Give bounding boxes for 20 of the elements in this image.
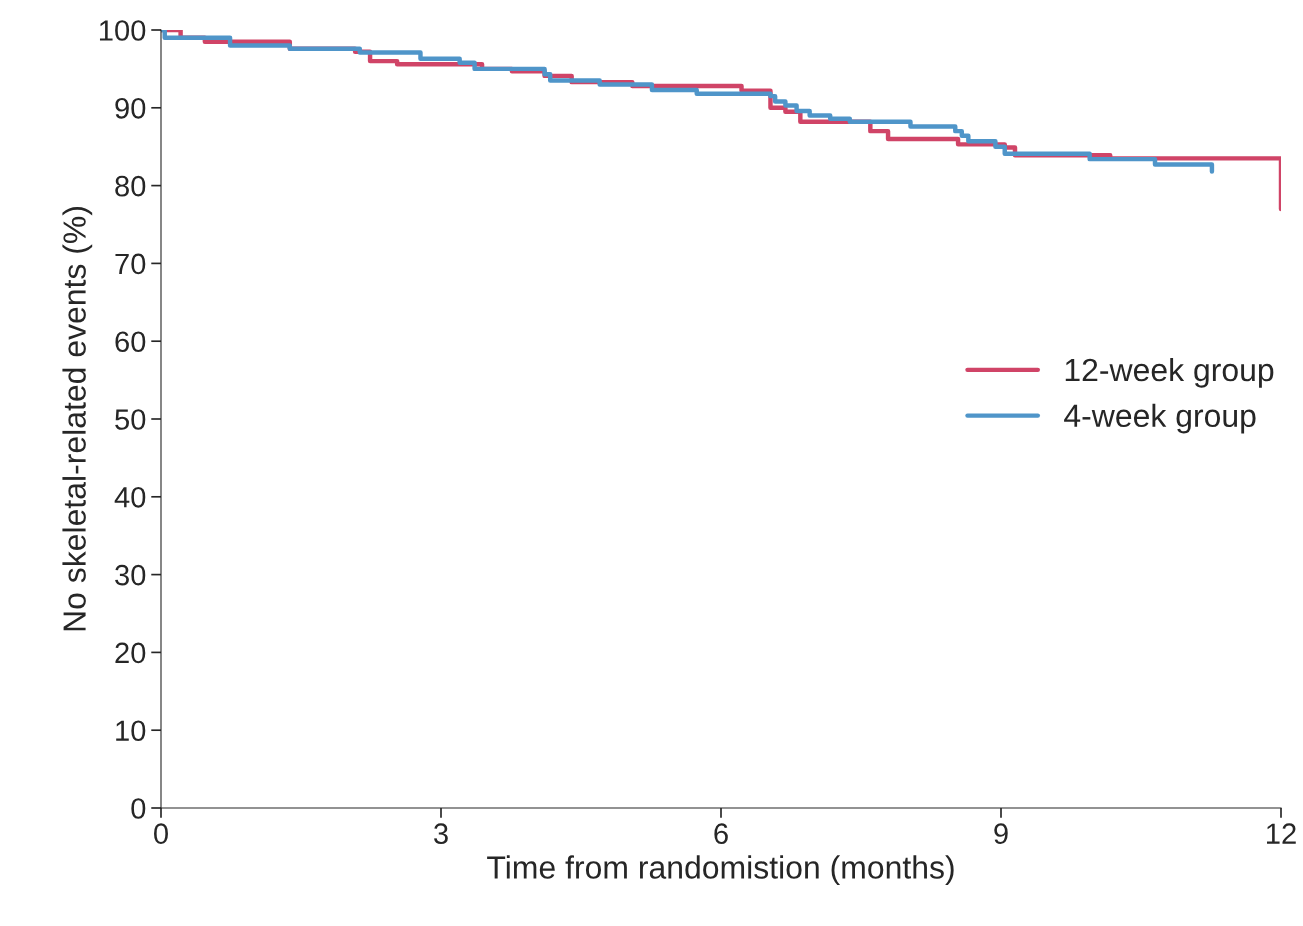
legend-label: 4-week group [1064,403,1256,434]
y-axis-title: No skeletal-related events (%) [62,207,93,631]
x-tick-label: 3 [434,823,448,845]
y-tick-label: 70 [115,253,146,275]
y-tick-label: 80 [115,175,146,197]
y-tick-label: 10 [116,720,146,742]
x-tick-label: 9 [994,823,1008,845]
x-axis-title: Time from randomistion (months) [487,855,954,886]
x-tick-label: 0 [154,823,168,845]
y-tick-label: 0 [131,798,146,819]
y-tick-label: 50 [115,409,146,430]
y-tick-label: 100 [99,20,146,41]
y-tick-label: 90 [115,98,146,119]
legend-label: 12-week group [1065,357,1274,388]
y-tick-label: 20 [115,642,146,664]
x-tick-label: 12 [1267,823,1296,844]
y-tick-label: 60 [115,331,146,353]
y-tick-label: 40 [114,487,146,508]
x-tick-label: 6 [714,823,728,845]
y-tick-label: 30 [115,564,146,586]
